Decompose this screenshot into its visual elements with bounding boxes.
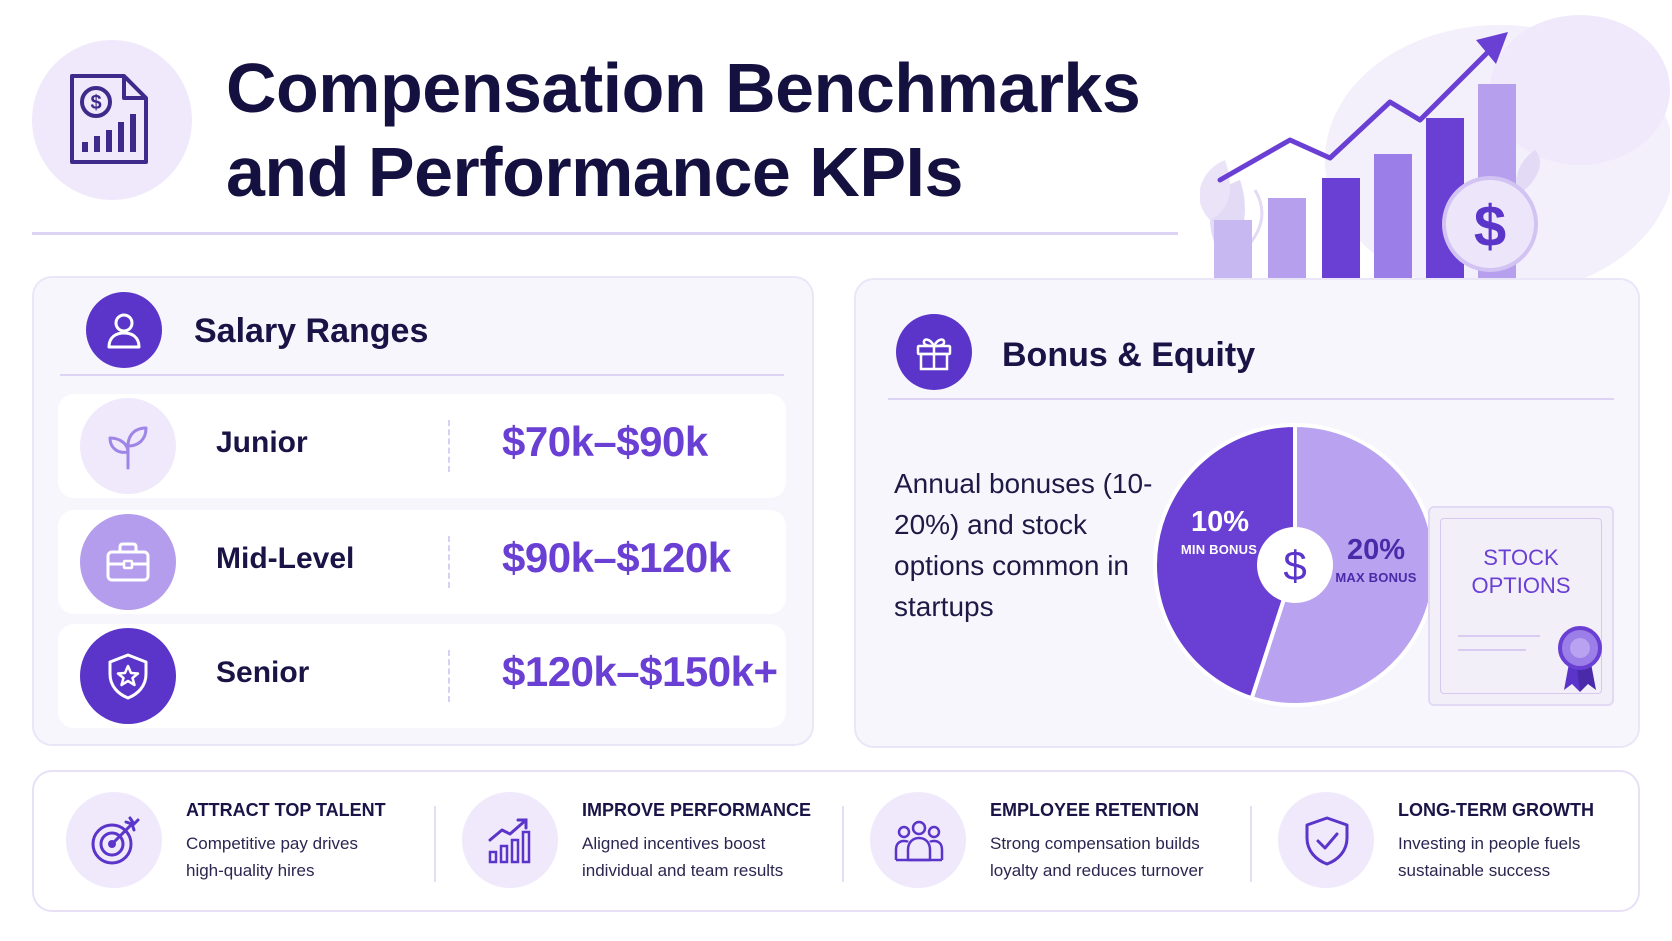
certificate-line2: OPTIONS xyxy=(1471,573,1571,598)
tier-label: Senior xyxy=(216,656,310,689)
pie-slice-max-value: 20% xyxy=(1346,534,1406,566)
kpi-description: Competitive pay drives high-quality hire… xyxy=(186,830,446,884)
dollar-icon: $ xyxy=(1283,542,1306,589)
kpi-strip: ATTRACT TOP TALENT Competitive pay drive… xyxy=(32,770,1640,912)
kpi-title: ATTRACT TOP TALENT xyxy=(186,800,386,820)
kpi-desc-line2: loyalty and reduces turnover xyxy=(990,861,1204,880)
kpi-long-term-growth: LONG-TERM GROWTH Investing in people fue… xyxy=(1278,790,1658,894)
svg-text:$: $ xyxy=(1474,194,1506,259)
kpi-separator xyxy=(1250,806,1252,882)
pie-slice-min-value: 10% xyxy=(1190,506,1250,538)
bonus-card-title: Bonus & Equity xyxy=(1002,336,1256,374)
salary-tier-mid-level: Mid-Level $90k–$120k xyxy=(58,510,786,614)
kpi-icon-badge xyxy=(1278,792,1374,888)
ribbon-seal-icon xyxy=(1458,626,1602,692)
sprout-icon xyxy=(108,426,148,470)
pie-slice-min-bonus xyxy=(1153,422,1297,701)
kpi-desc-line2: individual and team results xyxy=(582,861,784,880)
page-title: Compensation Benchmarks and Performance … xyxy=(226,46,1141,214)
page-title-line1: Compensation Benchmarks xyxy=(226,49,1141,127)
tier-icon-badge xyxy=(80,628,176,724)
shield-star-icon xyxy=(108,653,148,700)
user-icon xyxy=(107,313,141,349)
tier-separator xyxy=(448,650,450,702)
kpi-desc-line1: Strong compensation builds xyxy=(990,834,1200,853)
tier-icon-badge xyxy=(80,514,176,610)
briefcase-icon xyxy=(106,542,150,582)
salary-tier-junior: Junior $70k–$90k xyxy=(58,394,786,498)
bonus-pie-chart: $ 10% MIN BONUS 20% MAX BONUS xyxy=(1150,420,1440,710)
bonus-card-divider xyxy=(888,398,1614,400)
page-title-line2: and Performance KPIs xyxy=(226,133,963,211)
pie-slice-min-caption: MIN BONUS xyxy=(1180,542,1258,557)
tier-separator xyxy=(448,420,450,472)
bonus-description: Annual bonuses (10-20%) and stock option… xyxy=(894,468,1153,622)
stock-options-certificate: STOCK OPTIONS xyxy=(1428,506,1614,706)
certificate-border xyxy=(1440,518,1602,694)
kpi-icon-badge xyxy=(870,792,966,888)
gift-icon xyxy=(916,338,952,371)
kpi-desc-line1: Aligned incentives boost xyxy=(582,834,766,853)
tier-label: Mid-Level xyxy=(216,542,355,575)
kpi-title: EMPLOYEE RETENTION xyxy=(990,800,1200,820)
target-icon xyxy=(91,816,140,865)
bonus-equity-card: Bonus & Equity Annual bonuses (10-20%) a… xyxy=(854,278,1640,748)
kpi-icon-badge xyxy=(66,792,162,888)
kpi-separator xyxy=(842,806,844,882)
kpi-title: IMPROVE PERFORMANCE xyxy=(582,800,812,820)
kpi-title: LONG-TERM GROWTH xyxy=(1398,800,1594,820)
tier-range: $90k–$120k xyxy=(502,534,731,581)
kpi-improve-performance: IMPROVE PERFORMANCE Aligned incentives b… xyxy=(462,790,842,894)
kpi-description: Aligned incentives boost individual and … xyxy=(582,830,842,884)
tier-label: Junior xyxy=(216,426,308,459)
salary-card-divider xyxy=(60,374,784,376)
kpi-desc-line2: high-quality hires xyxy=(186,861,315,880)
salary-tier-senior: Senior $120k–$150k+ xyxy=(58,624,786,728)
kpi-separator xyxy=(434,806,436,882)
growth-chart-dollar-icon: $ xyxy=(1200,15,1670,290)
title-divider xyxy=(32,232,1178,235)
salary-ranges-card: Salary Ranges Junior $70k–$90k Mid-Level… xyxy=(32,276,814,746)
kpi-desc-line1: Competitive pay drives xyxy=(186,834,358,853)
certificate-line1: STOCK xyxy=(1483,545,1559,570)
svg-text:$: $ xyxy=(90,92,101,114)
salary-card-badge xyxy=(86,292,162,368)
people-group-icon xyxy=(894,820,944,862)
header-icon-badge: $ xyxy=(32,40,192,200)
tier-range: $120k–$150k+ xyxy=(502,648,778,695)
tier-separator xyxy=(448,536,450,588)
tier-range: $70k–$90k xyxy=(502,418,708,465)
pie-svg: $ xyxy=(1153,422,1437,707)
kpi-description: Investing in people fuels sustainable su… xyxy=(1398,830,1658,884)
certificate-text: STOCK OPTIONS xyxy=(1430,544,1612,600)
kpi-icon-badge xyxy=(462,792,558,888)
kpi-employee-retention: EMPLOYEE RETENTION Strong compensation b… xyxy=(870,790,1250,894)
shield-check-icon xyxy=(1305,816,1349,866)
pie-center-hub xyxy=(1257,527,1333,603)
salary-card-title: Salary Ranges xyxy=(194,312,429,350)
kpi-desc-line1: Investing in people fuels xyxy=(1398,834,1581,853)
pie-slice-max-caption: MAX BONUS xyxy=(1335,570,1417,585)
bonus-card-badge xyxy=(896,314,972,390)
bar-chart-up-icon xyxy=(488,818,531,864)
kpi-attract-top-talent: ATTRACT TOP TALENT Competitive pay drive… xyxy=(66,790,446,894)
kpi-description: Strong compensation builds loyalty and r… xyxy=(990,830,1250,884)
salary-report-icon: $ xyxy=(70,74,148,164)
tier-icon-badge xyxy=(80,398,176,494)
kpi-desc-line2: sustainable success xyxy=(1398,861,1551,880)
